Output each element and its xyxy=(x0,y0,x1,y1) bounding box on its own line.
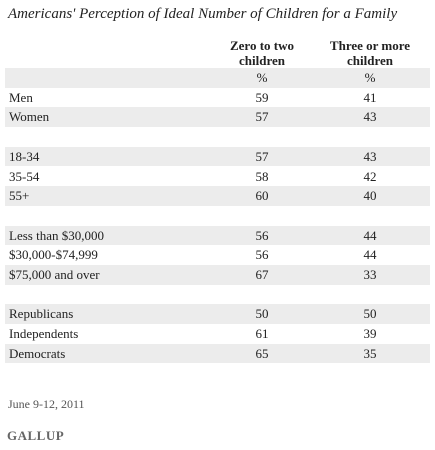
cell-value: 65 xyxy=(255,345,269,361)
row-label: 18-34 xyxy=(9,148,40,164)
cell-value: 39 xyxy=(363,326,377,342)
cell-value: 61 xyxy=(255,326,269,342)
row-label: $75,000 and over xyxy=(9,267,100,282)
cell-value: 43 xyxy=(363,109,377,125)
cell-value: 44 xyxy=(363,247,377,263)
table-row: Men 59 41 xyxy=(5,88,430,108)
cell-value: 35 xyxy=(363,345,377,361)
cell-value: 44 xyxy=(363,227,377,243)
cell-value: 41 xyxy=(363,89,377,105)
cell-value: 42 xyxy=(363,168,377,184)
table-row: $30,000-$74,999 56 44 xyxy=(5,245,430,265)
cell-value: 33 xyxy=(363,267,377,282)
row-label: $30,000-$74,999 xyxy=(9,247,98,263)
cell-value: 50 xyxy=(363,306,377,322)
table-row: %% xyxy=(5,68,430,88)
table-row: 35-54 58 42 xyxy=(5,167,430,187)
row-label: Men xyxy=(9,89,33,105)
cell-value: 43 xyxy=(363,148,377,164)
table-row: Independents 61 39 xyxy=(5,324,430,344)
table-row xyxy=(5,206,430,226)
table-row: $75,000 and over 67 33 xyxy=(5,265,430,285)
column-header: Zero to two children xyxy=(229,38,295,68)
row-label: 55+ xyxy=(9,188,30,204)
row-label: Women xyxy=(9,109,50,125)
row-label: Less than $30,000 xyxy=(9,227,104,243)
table-row: Democrats 65 35 xyxy=(5,343,430,364)
cell-value: 57 xyxy=(255,109,269,125)
row-label: Democrats xyxy=(9,345,66,361)
table-row: 18-34 57 43 xyxy=(5,146,430,167)
cell-value: 60 xyxy=(255,188,269,204)
cell-value: 50 xyxy=(255,306,269,322)
cell-value: 40 xyxy=(363,188,377,204)
survey-date: June 9-12, 2011 xyxy=(8,397,85,411)
table-row: 55+ 60 40 xyxy=(5,186,430,206)
source-logo: GALLUP xyxy=(7,428,65,443)
cell-value: 56 xyxy=(255,247,269,263)
table-row xyxy=(5,285,430,305)
column-header: Three or more children xyxy=(329,38,411,68)
table-title: Americans' Perception of Ideal Number of… xyxy=(8,6,398,22)
row-label: Independents xyxy=(9,326,79,342)
row-label: 35-54 xyxy=(9,168,40,184)
cell-value: 57 xyxy=(255,148,269,164)
cell-value: 58 xyxy=(255,168,269,184)
table-row xyxy=(5,127,430,147)
unit-label: % xyxy=(364,70,376,85)
row-label: Republicans xyxy=(9,306,74,322)
table-row: Women 57 43 xyxy=(5,107,430,128)
cell-value: 56 xyxy=(255,227,269,243)
table-row: Republicans 50 50 xyxy=(5,304,430,325)
table-row: Less than $30,000 56 44 xyxy=(5,225,430,246)
cell-value: 59 xyxy=(255,89,269,105)
unit-label: % xyxy=(256,70,268,85)
cell-value: 67 xyxy=(255,267,269,282)
